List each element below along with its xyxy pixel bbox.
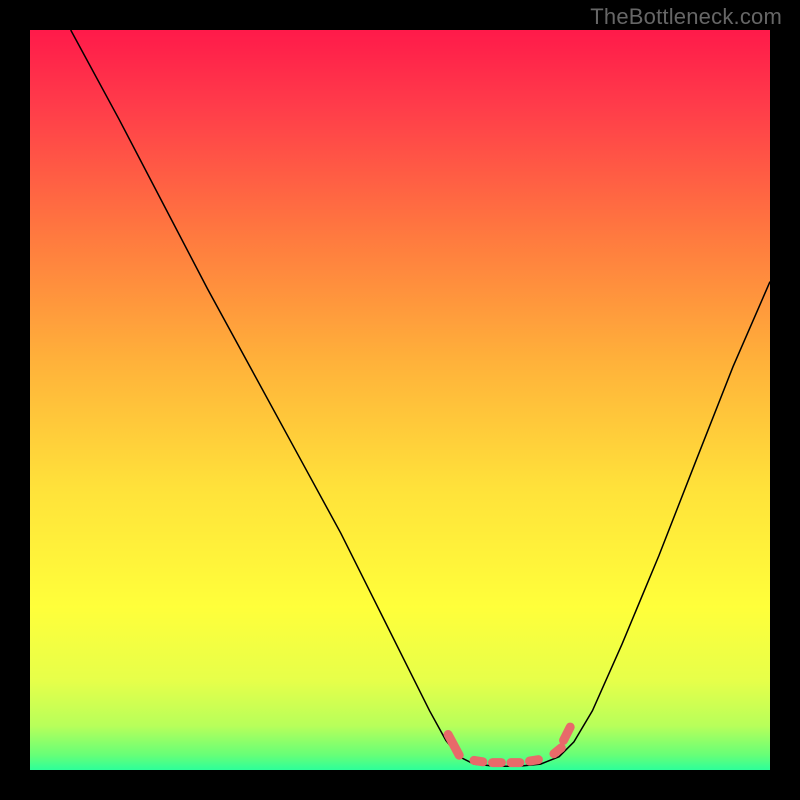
valley-marker <box>564 727 571 740</box>
plot-area <box>30 30 770 770</box>
watermark-text: TheBottleneck.com <box>590 4 782 30</box>
valley-marker <box>530 760 539 761</box>
valley-marker <box>448 734 459 755</box>
chart-container: TheBottleneck.com <box>0 0 800 800</box>
valley-marker <box>474 760 483 761</box>
curve-overlay <box>30 30 770 770</box>
valley-marker <box>554 748 561 754</box>
bottleneck-curve <box>71 30 770 766</box>
